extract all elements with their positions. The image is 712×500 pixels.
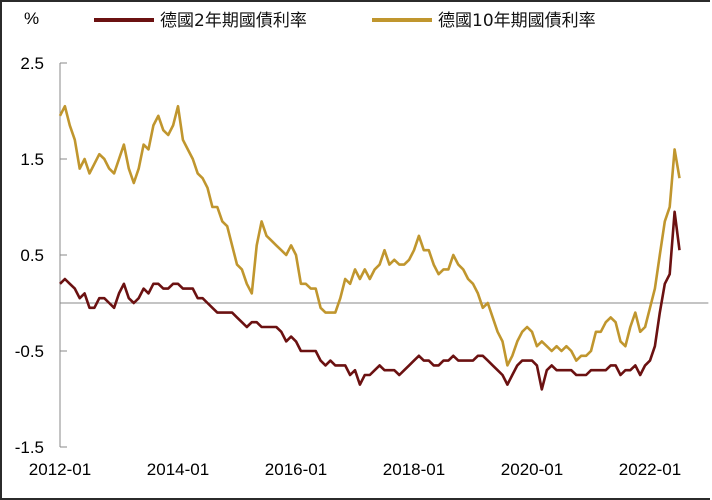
legend-label-10y: 德國10年期國債利率 [438, 11, 596, 31]
series-line-2y [59, 210, 681, 391]
y-tick-label: -0.5 [15, 342, 44, 361]
y-tick-label: 2.5 [20, 54, 44, 73]
y-tick-label: 1.5 [20, 150, 44, 169]
x-tick-label: 2022-01 [619, 460, 681, 479]
series-line-10y [58, 104, 681, 367]
y-tick-label: -1.5 [15, 438, 44, 457]
x-tick-label: 2018-01 [383, 460, 445, 479]
legend: 德國2年期國債利率 德國10年期國債利率 [94, 11, 596, 31]
x-tick-label: 2020-01 [501, 460, 563, 479]
y-axis-unit-label: % [24, 9, 39, 28]
x-tick-label: 2012-01 [29, 460, 91, 479]
y-tick-label: 0.5 [20, 246, 44, 265]
x-tick-label: 2016-01 [265, 460, 327, 479]
x-tick-label: 2014-01 [147, 460, 209, 479]
legend-label-2y: 德國2年期國債利率 [160, 11, 307, 31]
